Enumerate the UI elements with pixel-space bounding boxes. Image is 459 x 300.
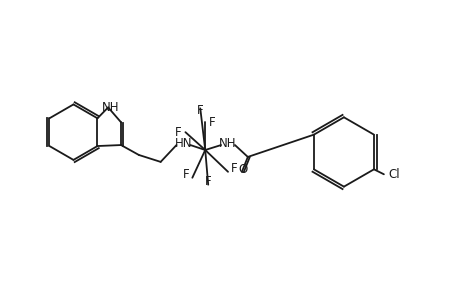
Text: F: F <box>182 168 189 181</box>
Text: HN: HN <box>174 136 192 150</box>
Text: F: F <box>209 116 215 129</box>
Text: F: F <box>230 162 237 175</box>
Text: NH: NH <box>102 101 120 115</box>
Text: F: F <box>174 126 181 139</box>
Text: F: F <box>196 104 203 117</box>
Text: F: F <box>204 175 211 188</box>
Text: O: O <box>238 163 247 176</box>
Text: NH: NH <box>219 136 236 150</box>
Text: Cl: Cl <box>388 168 400 181</box>
